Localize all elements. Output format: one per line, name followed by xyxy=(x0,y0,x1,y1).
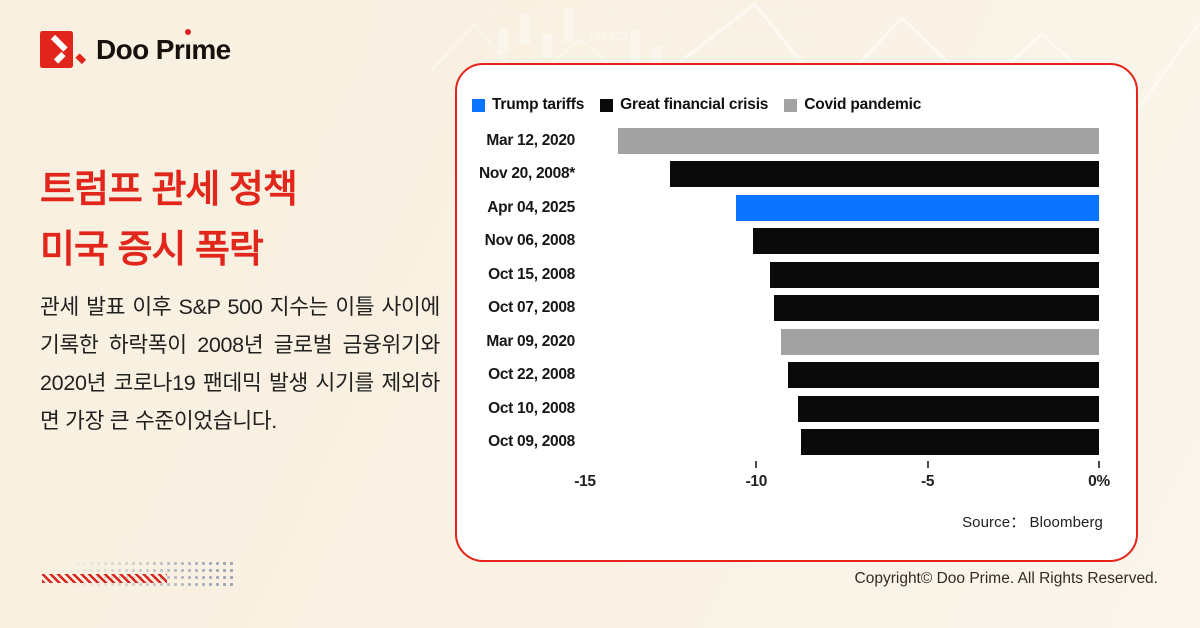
chart-row: Oct 07, 2008 xyxy=(457,292,1099,326)
bar-area xyxy=(580,161,1099,188)
bar xyxy=(735,194,1099,221)
bar xyxy=(787,362,1099,389)
x-axis-tick-label: 0% xyxy=(1088,473,1110,490)
headline-line1: 트럼프 관세 정책 xyxy=(40,169,298,211)
source-attribution: Source： Bloomberg xyxy=(962,514,1103,531)
row-label: Mar 12, 2020 xyxy=(486,131,575,149)
page-title: 트럼프 관세 정책 미국 증시 폭락 xyxy=(40,160,298,280)
row-label: Nov 06, 2008 xyxy=(484,232,576,250)
chart-row: Apr 04, 2025 xyxy=(457,191,1099,225)
chart-row: Oct 22, 2008 xyxy=(457,359,1099,393)
bar-chart: Mar 12, 2020 Nov 20, 2008* Apr 04, 2025 … xyxy=(457,124,1136,459)
svg-text:186 523: 186 523 xyxy=(588,31,628,43)
legend-swatch-icon xyxy=(472,98,485,112)
chart-row: Oct 10, 2008 xyxy=(457,392,1099,426)
bar-area xyxy=(580,362,1099,389)
bar-area xyxy=(580,261,1099,288)
legend-label: Trump tariffs xyxy=(492,96,585,113)
legend-label: Great financial crisis xyxy=(620,96,769,113)
chart-row: Mar 09, 2020 xyxy=(457,325,1099,359)
chart-legend: Trump tariffs Great financial crisis Cov… xyxy=(472,96,1136,114)
bar xyxy=(770,261,1099,288)
row-label: Oct 15, 2008 xyxy=(488,265,575,283)
x-axis-tickmark xyxy=(1098,461,1100,468)
logo-wordmark: Doo Prı me xyxy=(96,29,231,64)
legend-label: Covid pandemic xyxy=(804,96,922,113)
bar xyxy=(780,328,1099,355)
row-label: Mar 09, 2020 xyxy=(486,332,575,350)
legend-swatch-icon xyxy=(600,98,614,112)
x-axis-tick-label: -5 xyxy=(921,473,935,490)
chart-row: Oct 09, 2008 xyxy=(457,426,1099,460)
bar-area xyxy=(580,295,1099,322)
bar xyxy=(773,295,1099,322)
bar xyxy=(618,127,1099,154)
doo-prime-logo: Doo Prı me xyxy=(40,29,231,70)
copyright-text: Copyright© Doo Prime. All Rights Reserve… xyxy=(854,570,1158,587)
bar-area xyxy=(580,429,1099,456)
headline-line2: 미국 증시 폭락 xyxy=(40,229,264,271)
row-label: Apr 04, 2025 xyxy=(487,198,575,216)
logo-i-dot xyxy=(184,29,191,35)
bar xyxy=(669,161,1099,188)
x-axis: -15 -10 -5 0% xyxy=(574,459,1110,501)
decorative-striped-bar xyxy=(42,574,167,583)
row-label: Oct 07, 2008 xyxy=(488,299,575,317)
x-axis-tickmark xyxy=(926,461,929,468)
bar-area xyxy=(580,328,1099,355)
legend-item: Covid pandemic xyxy=(784,96,921,114)
x-axis-tick-label: -15 xyxy=(574,473,596,490)
bar xyxy=(753,228,1099,255)
legend-item: Great financial crisis xyxy=(600,96,768,114)
row-label: Oct 09, 2008 xyxy=(488,433,575,451)
bar-area xyxy=(580,395,1099,422)
chart-row: Oct 15, 2008 xyxy=(457,258,1099,292)
row-label: Oct 22, 2008 xyxy=(488,366,575,384)
bar-area xyxy=(580,127,1099,154)
legend-item: Trump tariffs xyxy=(472,96,584,114)
chart-row: Nov 06, 2008 xyxy=(457,225,1099,259)
x-axis-tick-label: -10 xyxy=(745,473,768,490)
chart-row: Nov 20, 2008* xyxy=(457,158,1099,192)
body-paragraph: 관세 발표 이후 S&P 500 지수는 이틀 사이에 기록한 하락폭이 200… xyxy=(40,295,440,433)
chart-row: Mar 12, 2020 xyxy=(457,124,1099,158)
bar-area xyxy=(580,228,1099,255)
legend-swatch-icon xyxy=(784,98,798,112)
doo-prime-logo-icon xyxy=(40,31,86,68)
row-label: Oct 10, 2008 xyxy=(488,399,575,417)
x-axis-tickmark xyxy=(755,461,758,468)
row-label: Nov 20, 2008* xyxy=(478,165,575,183)
chart-card: Trump tariffs Great financial crisis Cov… xyxy=(455,63,1138,562)
bar-area xyxy=(580,194,1099,221)
bar xyxy=(801,429,1099,456)
bar xyxy=(797,395,1099,422)
